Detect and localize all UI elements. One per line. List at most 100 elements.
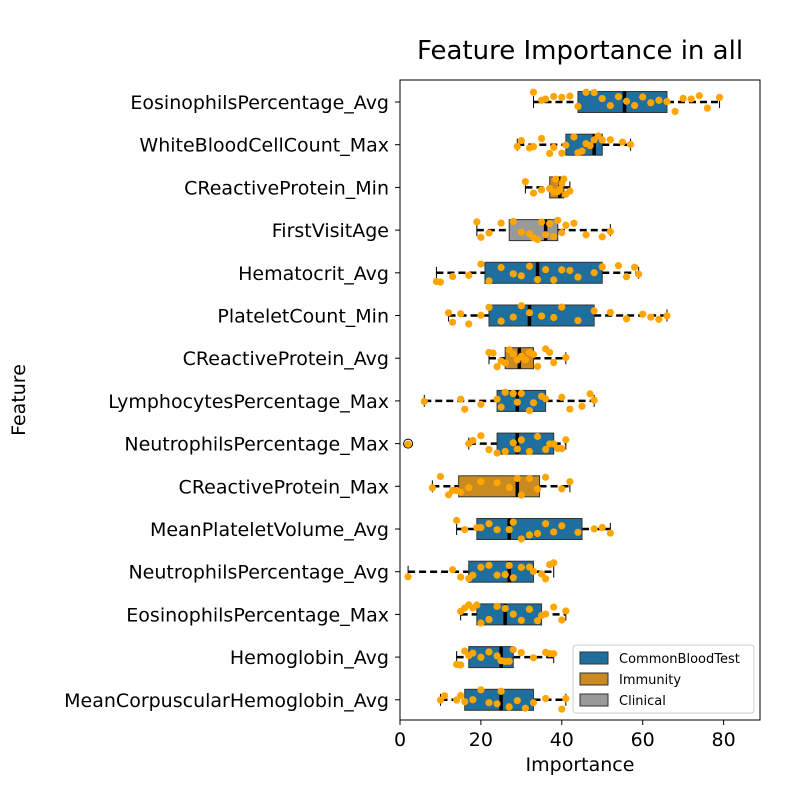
y-tick-label: MeanPlateletVolume_Avg	[150, 519, 389, 541]
data-point	[566, 92, 574, 100]
data-point	[513, 398, 521, 406]
data-point	[558, 485, 566, 493]
y-tick-label: NeutrophilsPercentage_Avg	[128, 562, 389, 584]
data-point	[501, 447, 509, 456]
data-point	[477, 400, 485, 409]
data-point	[436, 278, 445, 286]
data-point	[525, 474, 534, 483]
iqr-box	[468, 560, 534, 583]
data-point	[631, 101, 639, 110]
data-point	[542, 694, 550, 703]
data-point	[525, 262, 534, 270]
x-axis-label: Importance	[526, 754, 635, 776]
data-point	[550, 359, 558, 367]
data-point	[469, 571, 477, 579]
y-tick-label: FirstVisitAge	[272, 220, 389, 242]
data-point	[606, 136, 614, 144]
data-point	[606, 529, 614, 537]
data-point	[509, 646, 517, 654]
data-point	[404, 573, 412, 581]
data-point	[485, 446, 493, 454]
data-point	[505, 657, 513, 665]
data-point	[485, 561, 493, 569]
data-point	[493, 700, 501, 708]
data-point	[461, 647, 469, 655]
x-tick-label: 0	[394, 729, 406, 751]
data-point	[550, 559, 558, 567]
data-point	[590, 307, 598, 315]
iqr-box	[484, 261, 603, 284]
data-point	[529, 88, 538, 96]
data-point	[457, 310, 465, 318]
data-point	[542, 575, 550, 583]
data-point	[558, 705, 566, 713]
data-point	[477, 432, 485, 440]
data-point	[550, 528, 558, 536]
data-point	[562, 607, 570, 615]
data-point	[457, 573, 465, 581]
box-NeutrophilsPercentage_Max	[403, 432, 570, 457]
data-point	[485, 648, 493, 656]
legend-swatch	[579, 672, 609, 686]
data-point	[493, 395, 501, 403]
data-point	[566, 405, 574, 413]
data-point	[639, 310, 647, 318]
data-point	[493, 449, 501, 457]
data-point	[558, 93, 566, 101]
box-EosinophilsPercentage_Avg	[529, 88, 724, 116]
data-point	[598, 136, 606, 144]
data-point	[465, 320, 473, 328]
data-point	[509, 610, 517, 618]
data-point	[590, 525, 598, 533]
data-point	[542, 395, 550, 403]
data-point	[509, 217, 517, 226]
box-CReactiveProtein_Min	[521, 175, 574, 199]
legend-swatch	[579, 651, 609, 665]
data-point	[440, 692, 449, 700]
data-point	[525, 407, 534, 415]
data-point	[598, 263, 606, 271]
data-point	[550, 313, 558, 322]
data-point	[558, 522, 566, 530]
data-point	[679, 94, 687, 102]
data-point	[546, 348, 554, 357]
data-point	[570, 133, 578, 141]
data-point	[558, 228, 566, 237]
data-point	[469, 696, 477, 704]
data-point	[529, 699, 538, 707]
data-point	[550, 650, 558, 658]
data-point	[525, 605, 534, 613]
data-point	[715, 93, 724, 101]
data-point	[537, 312, 546, 320]
data-point	[533, 432, 542, 441]
data-point	[517, 436, 525, 444]
legend-box	[572, 644, 755, 714]
data-point	[513, 142, 521, 151]
data-point	[485, 303, 493, 311]
data-point	[560, 175, 568, 183]
data-point	[501, 604, 509, 613]
data-point	[614, 93, 623, 101]
data-point	[655, 96, 663, 104]
data-point	[509, 518, 517, 526]
data-point	[517, 136, 525, 145]
data-point	[477, 563, 485, 571]
data-point	[574, 316, 582, 325]
data-point	[566, 266, 574, 275]
data-point	[521, 356, 529, 364]
data-point	[501, 570, 509, 579]
data-point	[501, 359, 509, 367]
data-point	[606, 308, 614, 317]
data-point	[562, 141, 570, 149]
data-point	[529, 567, 538, 576]
data-point	[562, 436, 570, 444]
data-point	[448, 272, 457, 281]
legend-label: Immunity	[619, 673, 681, 688]
data-point	[590, 88, 598, 97]
data-point	[465, 271, 473, 279]
data-point	[513, 697, 521, 705]
box-CReactiveProtein_Avg	[485, 345, 570, 371]
data-point	[529, 350, 538, 359]
y-tick-label: NeutrophilsPercentage_Max	[124, 434, 389, 456]
data-point	[469, 436, 477, 445]
